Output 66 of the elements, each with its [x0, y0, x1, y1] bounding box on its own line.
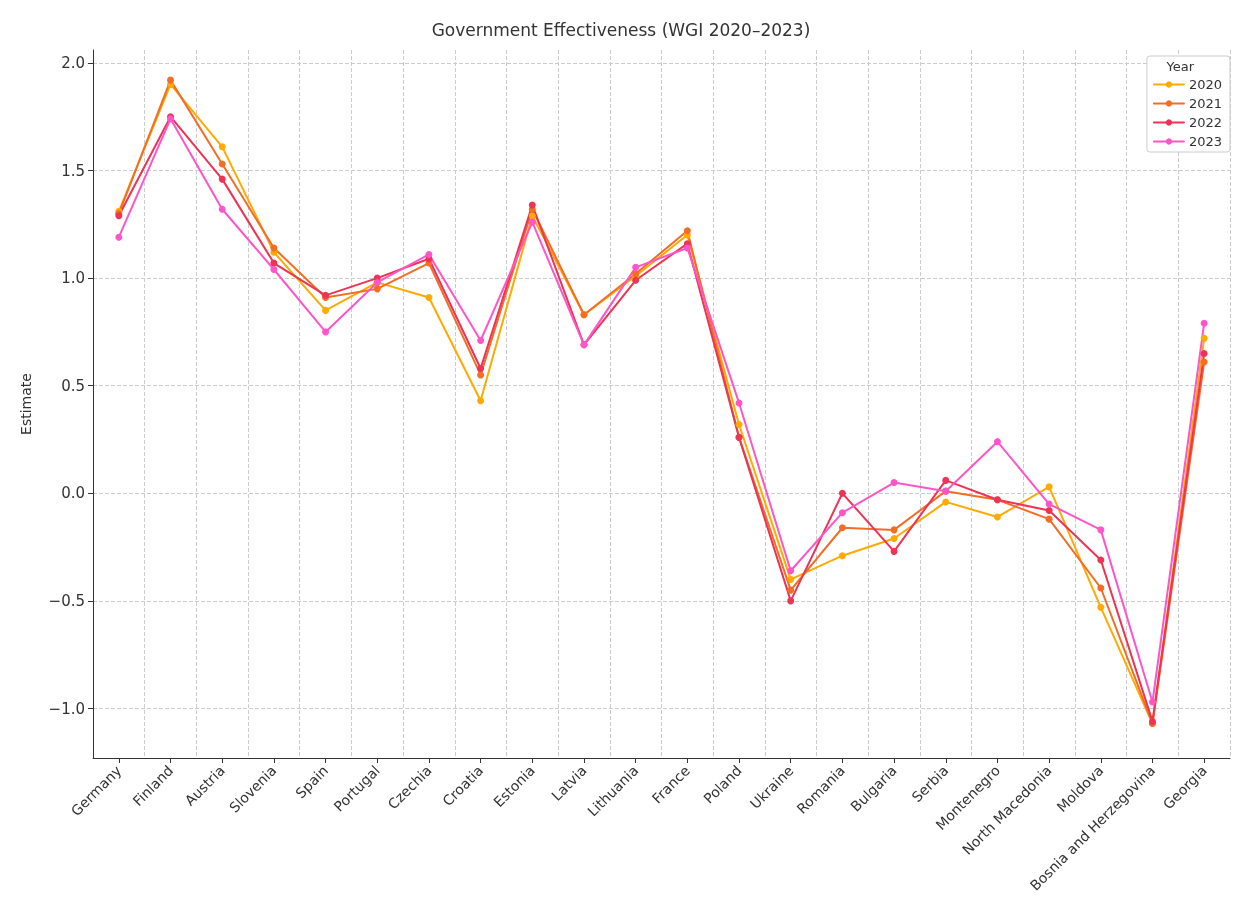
point — [322, 328, 330, 336]
point — [528, 212, 536, 220]
point — [683, 227, 691, 235]
point — [787, 567, 795, 575]
point — [425, 250, 433, 258]
y-axis-title: Estimate — [18, 373, 34, 435]
legend-label: 2020 — [1188, 77, 1223, 92]
point — [1148, 698, 1156, 706]
legend-label: 2022 — [1188, 115, 1223, 130]
chart-title: Government Effectiveness (WGI 2020–2023) — [431, 19, 811, 40]
point — [1045, 515, 1053, 523]
point — [942, 476, 950, 484]
point — [218, 143, 226, 151]
point — [528, 218, 536, 226]
y-tick-label: −1.0 — [48, 699, 85, 718]
point — [787, 586, 795, 594]
point — [787, 597, 795, 605]
point — [993, 513, 1001, 521]
point — [683, 244, 691, 252]
point — [477, 397, 485, 405]
point — [838, 524, 846, 532]
point — [890, 535, 898, 542]
point — [1097, 584, 1105, 592]
point — [1200, 319, 1208, 327]
point — [1200, 334, 1208, 342]
point — [993, 438, 1001, 446]
point — [1097, 526, 1105, 534]
point — [632, 276, 640, 284]
point — [115, 233, 123, 241]
legend-label: 2021 — [1188, 96, 1223, 111]
point — [477, 371, 485, 379]
point — [942, 498, 950, 506]
point — [1200, 349, 1208, 357]
point — [735, 420, 743, 428]
y-tick-label: 1.5 — [61, 161, 85, 180]
legend-title: Year — [1165, 59, 1195, 74]
point — [838, 509, 846, 517]
point — [1097, 556, 1105, 564]
point — [838, 489, 846, 497]
point — [477, 337, 485, 345]
point — [322, 306, 330, 314]
legend-label: 2023 — [1188, 134, 1223, 149]
point — [632, 263, 640, 271]
point — [1097, 603, 1105, 611]
point — [218, 175, 226, 183]
point — [218, 205, 226, 213]
point — [425, 293, 433, 301]
point — [890, 479, 898, 487]
point — [1045, 483, 1053, 491]
point — [477, 364, 485, 372]
y-tick-label: 0.5 — [61, 376, 85, 395]
point — [1200, 358, 1208, 366]
point — [1045, 500, 1053, 508]
point — [838, 552, 846, 560]
point — [270, 266, 278, 273]
y-tick-label: 2.0 — [61, 53, 85, 72]
point — [218, 160, 226, 168]
point — [1045, 507, 1053, 515]
point — [787, 575, 795, 583]
point — [890, 547, 898, 555]
y-tick-label: 0.0 — [61, 484, 85, 503]
point — [528, 201, 536, 209]
y-tick-label: −0.5 — [48, 591, 85, 610]
y-tick-label: 1.0 — [61, 269, 85, 288]
point — [373, 285, 381, 293]
point — [167, 76, 175, 84]
